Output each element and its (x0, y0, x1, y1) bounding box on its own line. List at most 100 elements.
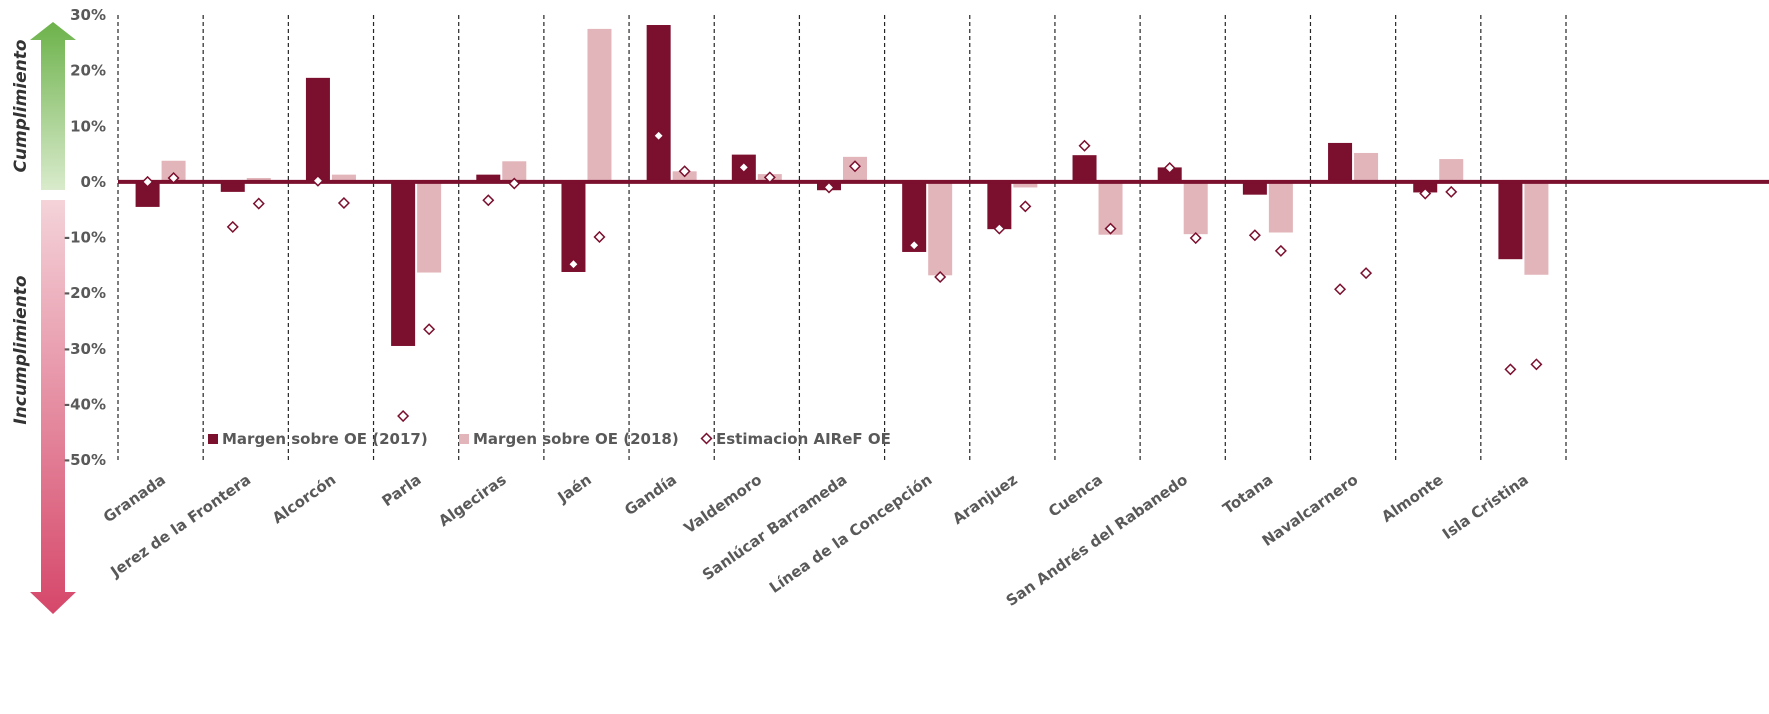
marker-2017 (1078, 139, 1091, 152)
y-tick-label: 0% (81, 173, 106, 191)
marker-2017 (652, 129, 665, 142)
marker-2017 (226, 220, 239, 233)
marker-2018 (252, 197, 265, 210)
arrow-label-top: Cumplimiento (11, 39, 31, 172)
marker-2018 (337, 197, 350, 210)
bar-2018 (502, 161, 527, 182)
y-axis: 30% 20% 10% 0% -10% -20% -30% -40% -50% (64, 6, 106, 469)
bar-2017 (1157, 167, 1182, 182)
marker-2018 (167, 171, 180, 184)
bar-2017 (220, 181, 245, 192)
x-tick-label: Cuenca (1045, 471, 1106, 521)
legend-label-2017: Margen sobre OE (2017) (222, 430, 428, 448)
bar-2018 (417, 181, 442, 273)
marker-2018 (1274, 244, 1287, 257)
bar-2018 (1524, 181, 1549, 275)
y-tick-label: -40% (64, 395, 106, 413)
marker-2017 (1334, 283, 1347, 296)
marker-2018 (1530, 358, 1543, 371)
legend-label-2018: Margen sobre OE (2018) (473, 430, 679, 448)
marker-2017 (1504, 363, 1517, 376)
marker-2018 (1445, 185, 1458, 198)
bar-2017 (1072, 155, 1097, 182)
bar-2017 (987, 181, 1012, 230)
bar-2018 (161, 160, 186, 182)
marker-2017 (993, 222, 1006, 235)
bar-2018 (1354, 152, 1379, 182)
x-tick-label: Isla Cristina (1439, 471, 1532, 543)
x-tick-label: Totana (1219, 471, 1276, 518)
marker-2018 (1019, 200, 1032, 213)
x-tick-label: Alcorcón (269, 471, 339, 528)
marker-2018 (1104, 222, 1117, 235)
marker-2017 (141, 175, 154, 188)
bar-2017 (476, 174, 501, 182)
y-tick-label: -30% (64, 340, 106, 358)
marker-2017 (908, 239, 921, 252)
x-tick-label: Jaén (554, 471, 595, 507)
marker-2018 (593, 230, 606, 243)
bar-2018 (1439, 159, 1464, 182)
x-tick-label: Valdemoro (681, 471, 766, 538)
x-tick-label: Granada (100, 471, 169, 527)
marker-2018 (678, 165, 691, 178)
bar-2018 (331, 174, 356, 182)
y-tick-label: 30% (70, 6, 106, 24)
bar-2017 (561, 181, 586, 272)
marker-2018 (934, 270, 947, 284)
marker-2018 (423, 323, 436, 336)
bar-2017 (1328, 142, 1353, 182)
marker-2017 (737, 161, 750, 174)
x-tick-label: Almonte (1378, 471, 1446, 526)
category-separators (117, 15, 1567, 460)
bar-2017 (1242, 181, 1267, 195)
marker-2017 (482, 194, 495, 207)
legend: Margen sobre OE (2017) Margen sobre OE (… (208, 430, 891, 448)
marker-2017 (397, 410, 410, 423)
x-tick-label: Gandía (621, 471, 680, 520)
x-tick-label: Algeciras (435, 470, 509, 530)
y-tick-label: 20% (70, 62, 106, 80)
legend-label-airef: Estimacion AIReF OE (716, 430, 891, 448)
bar-2017 (391, 181, 416, 346)
arrow-label-bottom: Incumplimiento (11, 275, 31, 424)
y-tick-label: 10% (70, 117, 106, 135)
marker-2018 (508, 177, 521, 190)
bar-2017 (305, 77, 330, 182)
x-tick-label: Aranjuez (949, 470, 1021, 528)
marker-2017 (1248, 229, 1261, 242)
marker-2017 (311, 174, 324, 187)
x-tick-label: Sanlúcar Barrameda (699, 471, 850, 585)
marker-2017 (1419, 187, 1432, 200)
bar-2017 (1498, 181, 1523, 260)
marker-2017 (1163, 161, 1176, 174)
noncompliance-arrow (30, 200, 76, 614)
marker-2018 (1189, 232, 1202, 245)
y-tick-label: -10% (64, 229, 106, 247)
marker-2017 (822, 181, 836, 194)
compliance-arrow (30, 22, 76, 190)
bar-2018 (587, 28, 612, 182)
legend-marker-airef (700, 432, 713, 445)
markers (141, 129, 1543, 423)
legend-swatch-2017 (208, 434, 218, 444)
bar-2017 (1413, 181, 1438, 193)
y-tick-label: -50% (64, 451, 106, 469)
bar-2018 (1013, 181, 1038, 188)
bar-2018 (928, 181, 953, 276)
marker-2018 (763, 171, 776, 184)
bar-2018 (1183, 181, 1208, 235)
marker-2018 (1360, 267, 1373, 280)
bar-2018 (1268, 181, 1293, 233)
bar-2017 (646, 25, 671, 182)
marker-2017 (567, 258, 580, 271)
legend-swatch-2018 (459, 434, 469, 444)
x-tick-label: Línea de la Concepción (766, 471, 936, 597)
x-tick-label: Jerez de la Frontera (107, 471, 254, 582)
marker-2018 (848, 160, 862, 173)
x-tick-label: Parla (379, 471, 425, 511)
y-tick-label: -20% (64, 284, 106, 302)
bars (135, 25, 1549, 346)
